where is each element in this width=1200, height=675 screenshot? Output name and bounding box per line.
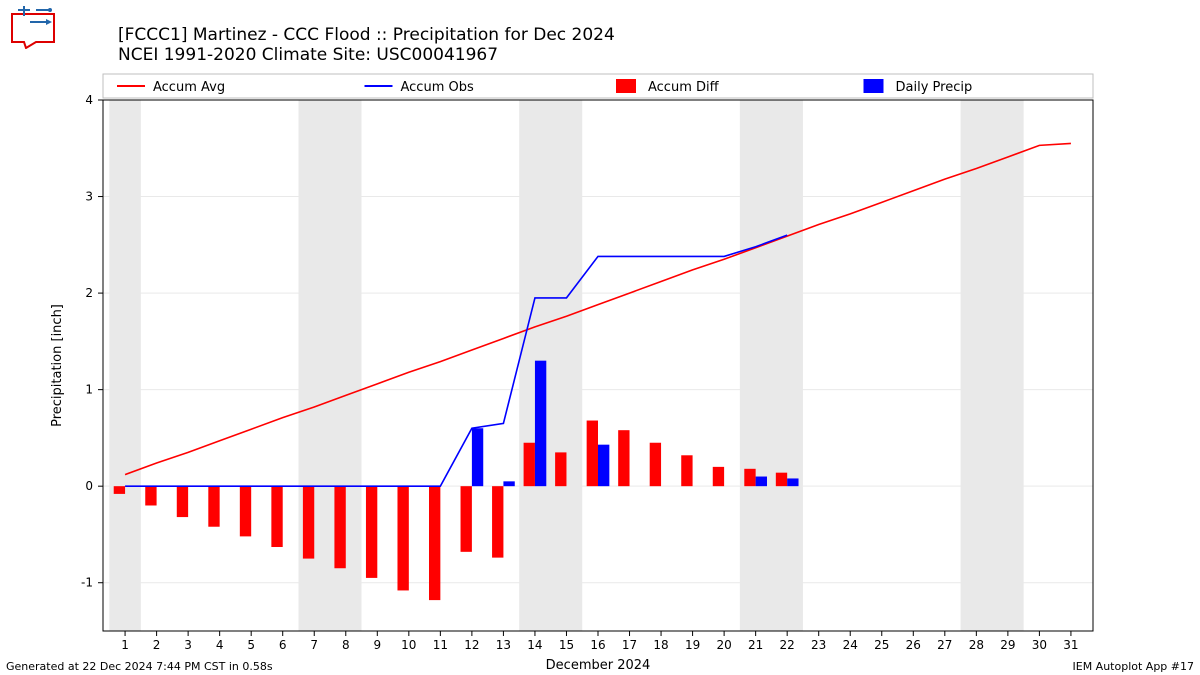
x-axis-label: December 2024: [546, 658, 651, 673]
bar-accum-diff: [366, 486, 377, 578]
bar-accum-diff: [524, 443, 535, 486]
bar-daily-precip: [472, 428, 483, 486]
bar-accum-diff: [429, 486, 440, 600]
xtick-label: 22: [780, 638, 795, 652]
xtick-label: 12: [464, 638, 479, 652]
bar-daily-precip: [598, 445, 609, 487]
bar-accum-diff: [145, 486, 156, 505]
legend-label: Accum Avg: [153, 80, 225, 95]
xtick-label: 5: [247, 638, 255, 652]
ytick-label: 4: [85, 93, 93, 107]
xtick-label: 23: [811, 638, 826, 652]
xtick-label: 1: [121, 638, 129, 652]
ytick-label: -1: [81, 576, 93, 590]
xtick-label: 25: [874, 638, 889, 652]
ytick-label: 2: [85, 286, 93, 300]
bar-accum-diff: [397, 486, 408, 590]
legend-label: Accum Diff: [648, 80, 720, 95]
chart-title-2: NCEI 1991-2020 Climate Site: USC00041967: [118, 45, 498, 65]
bar-daily-precip: [503, 481, 514, 486]
xtick-label: 16: [590, 638, 605, 652]
xtick-label: 11: [433, 638, 448, 652]
xtick-label: 6: [279, 638, 287, 652]
bar-accum-diff: [303, 486, 314, 558]
bar-accum-diff: [618, 430, 629, 486]
xtick-label: 10: [401, 638, 416, 652]
xtick-label: 13: [496, 638, 511, 652]
bar-accum-diff: [492, 486, 503, 557]
xtick-label: 8: [342, 638, 350, 652]
xtick-label: 21: [748, 638, 763, 652]
xtick-label: 31: [1063, 638, 1078, 652]
ytick-label: 0: [85, 479, 93, 493]
ytick-label: 3: [85, 190, 93, 204]
bar-daily-precip: [756, 477, 767, 487]
legend-swatch: [616, 79, 636, 93]
xtick-label: 19: [685, 638, 700, 652]
xtick-label: 14: [527, 638, 542, 652]
bar-accum-diff: [555, 452, 566, 486]
ytick-label: 1: [85, 383, 93, 397]
xtick-label: 4: [216, 638, 224, 652]
bar-accum-diff: [208, 486, 219, 527]
bar-accum-diff: [713, 467, 724, 486]
xtick-label: 15: [559, 638, 574, 652]
xtick-label: 28: [969, 638, 984, 652]
bar-accum-diff: [240, 486, 251, 536]
bar-accum-diff: [461, 486, 472, 552]
bar-accum-diff: [587, 421, 598, 487]
xtick-label: 2: [153, 638, 161, 652]
xtick-label: 24: [843, 638, 858, 652]
xtick-label: 18: [653, 638, 668, 652]
bar-accum-diff: [650, 443, 661, 486]
y-axis-label: Precipitation [inch]: [50, 304, 65, 427]
xtick-label: 3: [184, 638, 192, 652]
bar-daily-precip: [787, 478, 798, 486]
xtick-label: 29: [1000, 638, 1015, 652]
xtick-label: 27: [937, 638, 952, 652]
bar-accum-diff: [744, 469, 755, 486]
xtick-label: 30: [1032, 638, 1047, 652]
legend-label: Accum Obs: [401, 80, 474, 95]
precip-chart: 1234567891011121314151617181920212223242…: [0, 0, 1200, 675]
line-accum-obs: [125, 235, 787, 486]
bar-accum-diff: [114, 486, 125, 494]
footer-generated: Generated at 22 Dec 2024 7:44 PM CST in …: [6, 660, 273, 673]
bar-accum-diff: [271, 486, 282, 547]
legend-swatch: [864, 79, 884, 93]
xtick-label: 9: [373, 638, 381, 652]
xtick-label: 17: [622, 638, 637, 652]
bar-accum-diff: [776, 473, 787, 487]
chart-title-1: [FCCC1] Martinez - CCC Flood :: Precipit…: [118, 25, 615, 45]
bar-accum-diff: [681, 455, 692, 486]
footer-appid: IEM Autoplot App #17: [1073, 660, 1195, 673]
bar-accum-diff: [177, 486, 188, 517]
legend-label: Daily Precip: [896, 80, 973, 95]
bar-daily-precip: [535, 361, 546, 487]
xtick-label: 26: [906, 638, 921, 652]
bar-accum-diff: [334, 486, 345, 568]
xtick-label: 7: [310, 638, 318, 652]
xtick-label: 20: [716, 638, 731, 652]
